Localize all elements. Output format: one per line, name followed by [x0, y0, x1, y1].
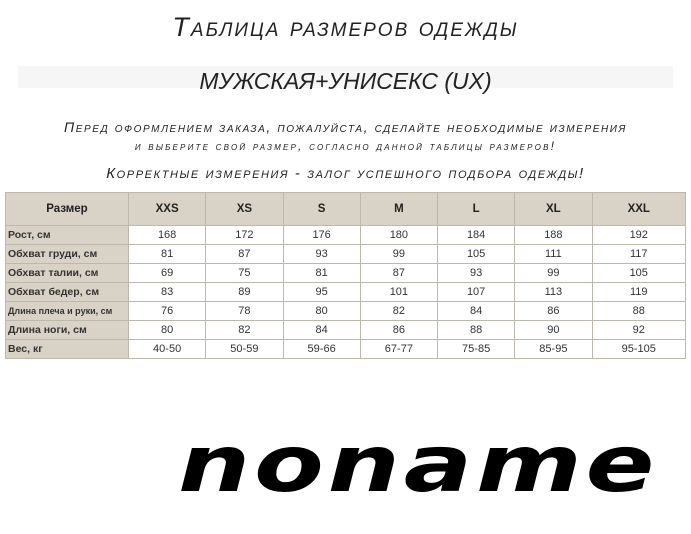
table-header-row: Размер XXS XS S M L XL XXL: [5, 192, 686, 226]
table-cell: 176: [282, 225, 361, 245]
table-cell: 80: [282, 301, 361, 321]
table-row: Длина плеча и руки, см 76 78 80 82 84 86 88: [5, 301, 686, 321]
table-cell: 69: [127, 263, 207, 283]
table-cell: 117: [591, 244, 686, 264]
table-cell: 83: [127, 282, 207, 302]
table-cell: 78: [205, 301, 284, 321]
table-cell: 86: [514, 301, 593, 321]
table-cell: 105: [591, 263, 686, 283]
faded-band: [18, 66, 673, 88]
table-cell: 119: [591, 282, 686, 302]
table-cell: 95-105: [591, 339, 686, 359]
row-label: Обхват бедер, см: [5, 282, 129, 302]
table-cell: 113: [514, 282, 593, 302]
row-label: Обхват груди, см: [5, 244, 129, 264]
row-label: Длина плеча и руки, см: [5, 301, 129, 321]
header-size: XXL: [591, 192, 686, 226]
table-cell: 82: [359, 301, 439, 321]
table-cell: 172: [205, 225, 284, 245]
table-cell: 85-95: [514, 339, 593, 359]
table-cell: 81: [282, 263, 361, 283]
subtitle: МУЖСКАЯ+УНИСЕКС (UX): [199, 68, 492, 94]
table-cell: 40-50: [127, 339, 207, 359]
table-cell: 93: [282, 244, 361, 264]
table-cell: 67-77: [359, 339, 439, 359]
table-cell: 86: [359, 320, 439, 340]
table-cell: 88: [436, 320, 516, 340]
table-cell: 75-85: [436, 339, 516, 359]
row-label: Рост, см: [5, 225, 129, 245]
table-row: Длина ноги, см 80 82 84 86 88 90 92: [5, 320, 686, 340]
page-title: Таблица размеров одежды: [172, 12, 519, 42]
table-row: Вес, кг 40-50 50-59 59-66 67-77 75-85 85-95 95-…: [5, 339, 686, 359]
table-cell: 107: [436, 282, 516, 302]
table-cell: 111: [514, 244, 593, 264]
size-table: Размер XXS XS S M L XL XXL Рост, см 168 17…: [5, 192, 686, 359]
instruction-line-1: Перед оформлением заказа, пожалуйста, сд…: [64, 119, 627, 135]
instruction-line-2: и выберите свой размер, согласно данной …: [134, 139, 557, 153]
table-cell: 188: [514, 225, 593, 245]
table-cell: 95: [282, 282, 361, 302]
header-size: S: [282, 192, 361, 226]
table-cell: 59-66: [282, 339, 361, 359]
table-cell: 80: [127, 320, 207, 340]
table-cell: 192: [591, 225, 686, 245]
table-cell: 90: [514, 320, 593, 340]
table-cell: 75: [205, 263, 284, 283]
table-cell: 99: [359, 244, 439, 264]
table-cell: 81: [127, 244, 207, 264]
noname-logo: noname: [178, 425, 654, 505]
header-size: L: [436, 192, 516, 226]
table-row: Обхват талии, см 69 75 81 87 93 99 105: [5, 263, 686, 283]
table-cell: 92: [591, 320, 686, 340]
table-cell: 93: [436, 263, 516, 283]
table-cell: 88: [591, 301, 686, 321]
logo-text: noname: [178, 420, 659, 510]
table-row: Рост, см 168 172 176 180 184 188 192: [5, 225, 686, 245]
row-label: Длина ноги, см: [5, 320, 129, 340]
table-cell: 82: [205, 320, 284, 340]
header-size: XS: [205, 192, 284, 226]
header-size: XXS: [127, 192, 207, 226]
table-cell: 87: [359, 263, 439, 283]
row-label: Вес, кг: [5, 339, 129, 359]
table-cell: 99: [514, 263, 593, 283]
table-cell: 50-59: [205, 339, 284, 359]
table-cell: 76: [127, 301, 207, 321]
table-cell: 89: [205, 282, 284, 302]
header-corner: Размер: [5, 192, 129, 226]
table-row: Обхват бедер, см 83 89 95 101 107 113 119: [5, 282, 686, 302]
table-cell: 184: [436, 225, 516, 245]
table-cell: 84: [436, 301, 516, 321]
row-label: Обхват талии, см: [5, 263, 129, 283]
instruction-line-3: Корректные измерения - залог успешного п…: [106, 165, 585, 182]
table-cell: 84: [282, 320, 361, 340]
table-row: Обхват груди, см 81 87 93 99 105 111 117: [5, 244, 686, 264]
header-size: XL: [514, 192, 593, 226]
table-cell: 101: [359, 282, 439, 302]
table-cell: 180: [359, 225, 439, 245]
table-cell: 168: [127, 225, 207, 245]
table-cell: 87: [205, 244, 284, 264]
header-size: M: [359, 192, 439, 226]
table-cell: 105: [436, 244, 516, 264]
